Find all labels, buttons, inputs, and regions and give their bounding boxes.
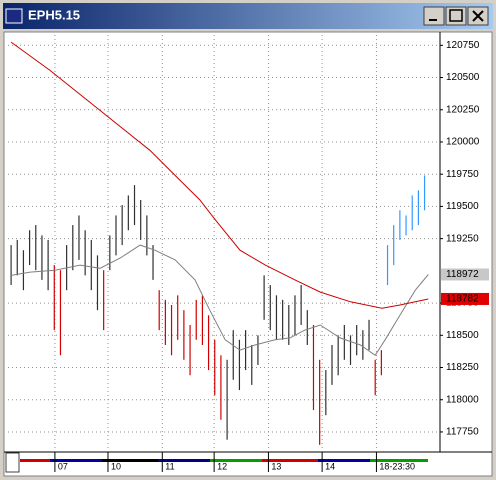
last-value-label: 118782 <box>446 294 479 305</box>
y-tick-label: 117750 <box>446 427 479 438</box>
y-tick-label: 120750 <box>446 40 480 51</box>
last-value-box <box>441 292 489 305</box>
x-tick-label: 10 <box>111 461 121 471</box>
session-strip <box>20 459 428 462</box>
title-bar <box>3 3 493 29</box>
plot: 1177501180001182501185001187501192501195… <box>8 35 489 472</box>
moving-average <box>10 41 429 309</box>
y-tick-label: 120250 <box>446 104 480 115</box>
x-tick-label: 14 <box>325 461 335 471</box>
strip-segment <box>50 459 102 462</box>
strip-segment <box>318 459 370 462</box>
moving-average <box>11 244 429 357</box>
x-tick-label: 12 <box>217 461 227 471</box>
strip-segment <box>370 459 428 462</box>
y-tick-label: 118500 <box>446 330 479 341</box>
y-tick-label: 119750 <box>446 169 479 180</box>
x-tick-label: 11 <box>165 461 174 471</box>
last-value-box <box>441 268 489 281</box>
x-tick-label: 18-23:30 <box>379 461 415 471</box>
minimize-button[interactable] <box>423 6 445 26</box>
y-tick-label: 120500 <box>446 72 480 83</box>
last-value-label: 118972 <box>446 269 479 280</box>
close-icon <box>472 10 484 22</box>
strip-segment <box>158 459 210 462</box>
maximize-icon <box>449 9 463 22</box>
corner-box[interactable] <box>5 452 20 473</box>
app-icon <box>5 8 23 24</box>
chart-area <box>3 31 493 477</box>
y-tick-label: 118250 <box>446 362 479 373</box>
strip-segment <box>210 459 262 462</box>
window-buttons <box>423 6 489 26</box>
x-tick-label: 07 <box>58 461 68 471</box>
y-tick-label: 118000 <box>446 394 479 405</box>
y-tick-label: 119250 <box>446 233 479 244</box>
strip-segment <box>102 459 158 462</box>
window-title: EPH5.15 <box>28 7 80 22</box>
y-tick-label: 119500 <box>446 201 479 212</box>
y-tick-label: 120000 <box>446 137 480 148</box>
strip-segment <box>262 459 318 462</box>
strip-segment <box>20 459 50 462</box>
x-tick-label: 13 <box>271 461 281 471</box>
